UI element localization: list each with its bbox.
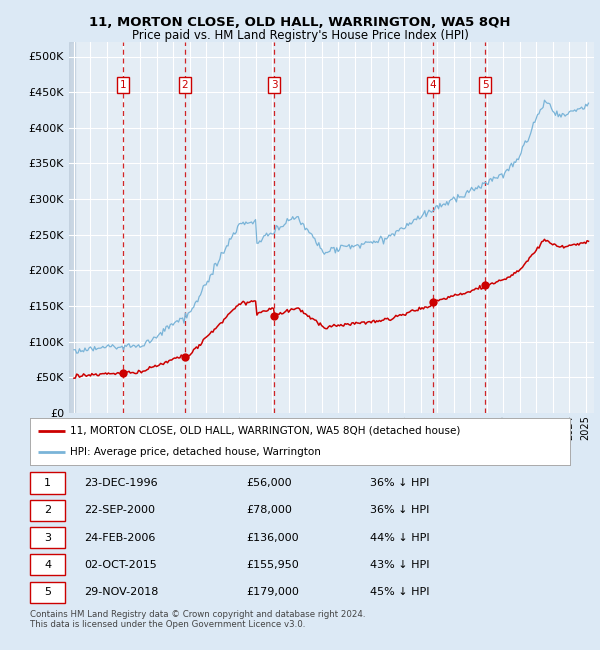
Text: Contains HM Land Registry data © Crown copyright and database right 2024.
This d: Contains HM Land Registry data © Crown c… <box>30 610 365 629</box>
Text: 5: 5 <box>44 587 51 597</box>
Text: HPI: Average price, detached house, Warrington: HPI: Average price, detached house, Warr… <box>71 447 322 457</box>
Text: 11, MORTON CLOSE, OLD HALL, WARRINGTON, WA5 8QH (detached house): 11, MORTON CLOSE, OLD HALL, WARRINGTON, … <box>71 426 461 436</box>
Text: 11, MORTON CLOSE, OLD HALL, WARRINGTON, WA5 8QH: 11, MORTON CLOSE, OLD HALL, WARRINGTON, … <box>89 16 511 29</box>
Text: £179,000: £179,000 <box>246 587 299 597</box>
Text: 43% ↓ HPI: 43% ↓ HPI <box>370 560 430 570</box>
Text: 02-OCT-2015: 02-OCT-2015 <box>84 560 157 570</box>
Text: 44% ↓ HPI: 44% ↓ HPI <box>370 532 430 543</box>
Text: £56,000: £56,000 <box>246 478 292 488</box>
FancyBboxPatch shape <box>30 527 65 548</box>
Text: 36% ↓ HPI: 36% ↓ HPI <box>370 505 430 515</box>
Text: £78,000: £78,000 <box>246 505 292 515</box>
Text: £155,950: £155,950 <box>246 560 299 570</box>
Text: £136,000: £136,000 <box>246 532 299 543</box>
FancyBboxPatch shape <box>30 473 65 493</box>
Text: 45% ↓ HPI: 45% ↓ HPI <box>370 587 430 597</box>
Text: Price paid vs. HM Land Registry's House Price Index (HPI): Price paid vs. HM Land Registry's House … <box>131 29 469 42</box>
Text: 4: 4 <box>430 80 436 90</box>
Bar <box>69 42 75 413</box>
Text: 3: 3 <box>44 532 51 543</box>
Text: 1: 1 <box>119 80 126 90</box>
Text: 24-FEB-2006: 24-FEB-2006 <box>84 532 155 543</box>
FancyBboxPatch shape <box>30 500 65 521</box>
Text: 29-NOV-2018: 29-NOV-2018 <box>84 587 158 597</box>
Text: 22-SEP-2000: 22-SEP-2000 <box>84 505 155 515</box>
Text: 4: 4 <box>44 560 51 570</box>
Text: 2: 2 <box>44 505 51 515</box>
Text: 23-DEC-1996: 23-DEC-1996 <box>84 478 158 488</box>
Text: 36% ↓ HPI: 36% ↓ HPI <box>370 478 430 488</box>
Text: 3: 3 <box>271 80 278 90</box>
Text: 1: 1 <box>44 478 51 488</box>
Text: 5: 5 <box>482 80 488 90</box>
FancyBboxPatch shape <box>30 554 65 575</box>
FancyBboxPatch shape <box>30 582 65 603</box>
Text: 2: 2 <box>182 80 188 90</box>
